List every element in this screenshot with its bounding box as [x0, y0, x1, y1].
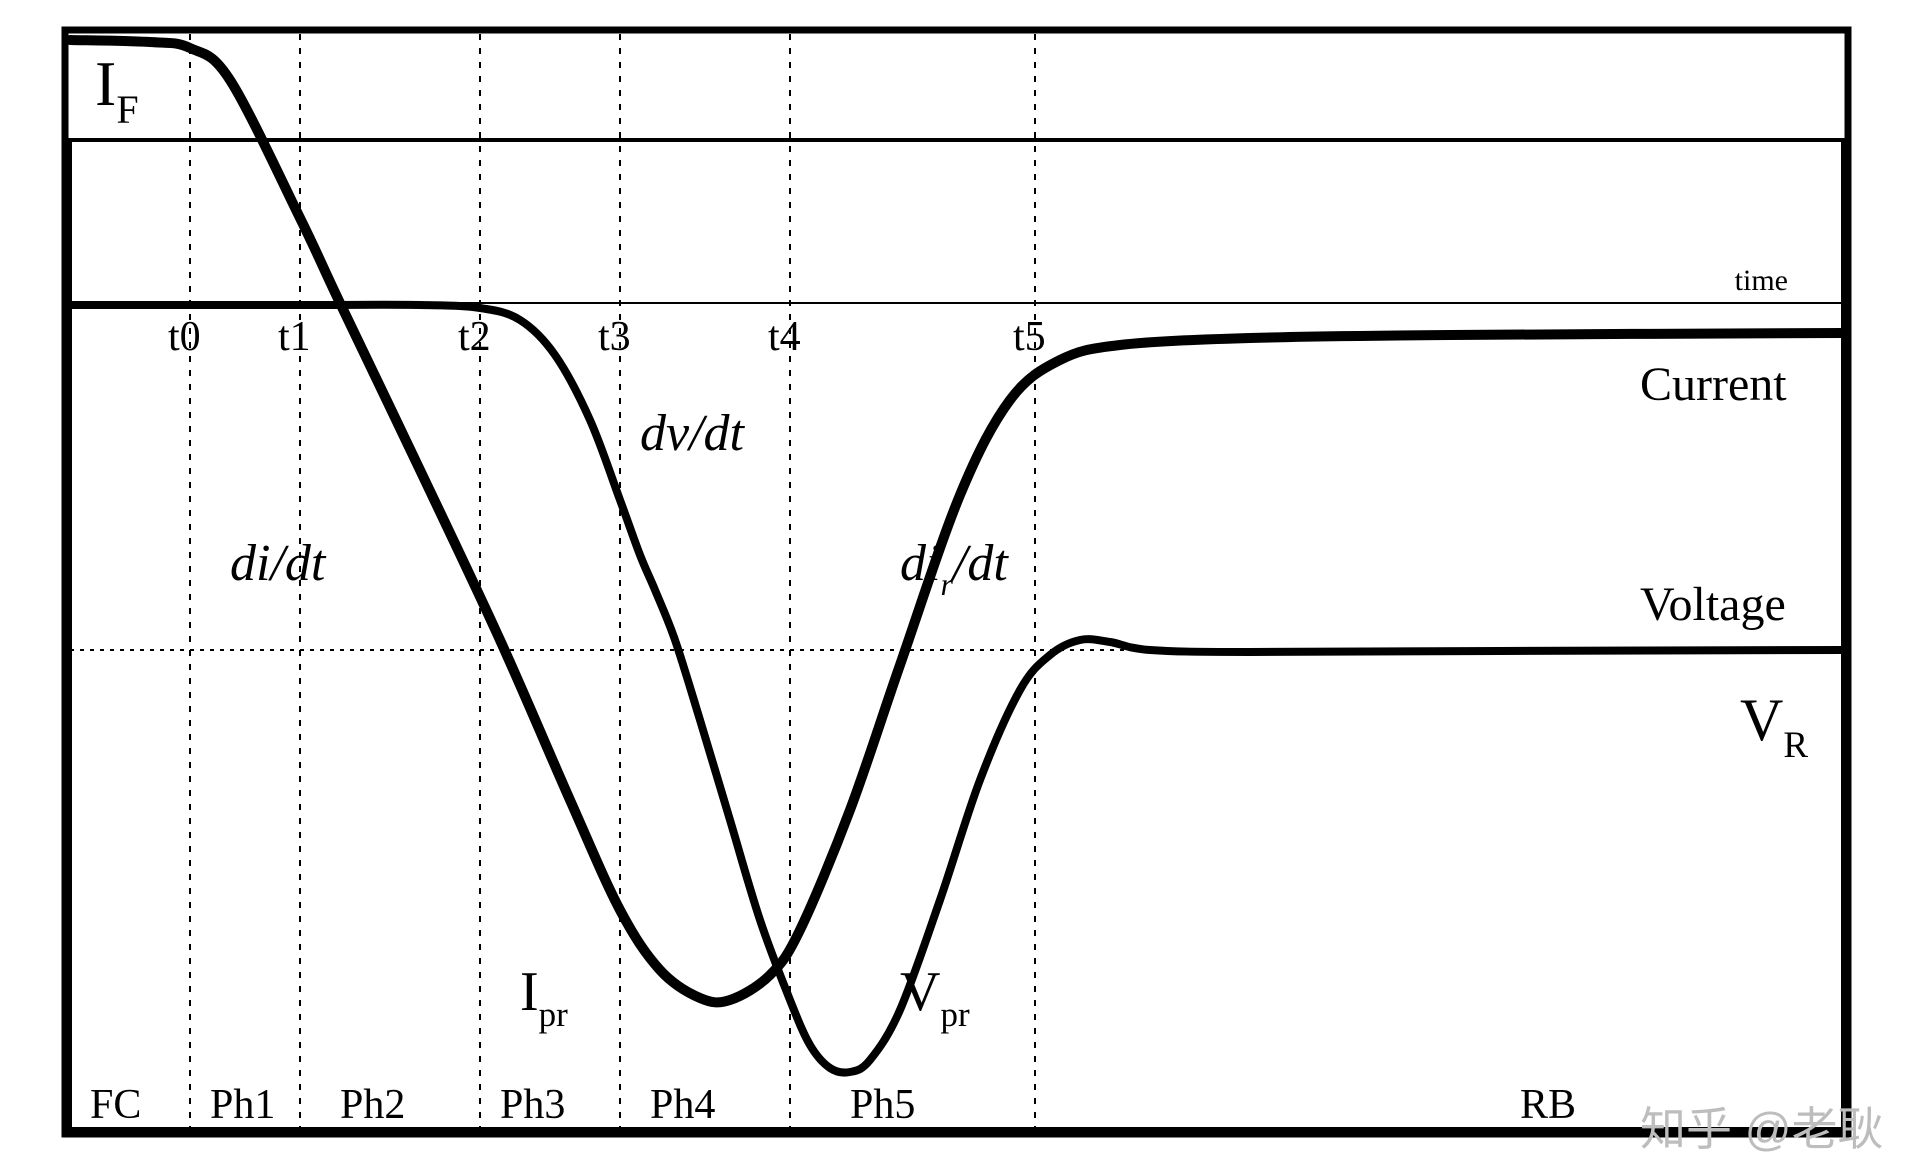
- time-tick-t4: t4: [768, 314, 801, 360]
- current-series-label: Current: [1640, 358, 1787, 411]
- phase-label-ph1: Ph1: [210, 1082, 275, 1128]
- time-tick-t0: t0: [168, 314, 201, 360]
- phase-label-ph3: Ph3: [500, 1082, 565, 1128]
- time-tick-labels: t0 t1 t2 t3 t4 t5: [168, 314, 1046, 360]
- phase-label-ph4: Ph4: [650, 1082, 715, 1128]
- time-tick-t2: t2: [458, 314, 491, 360]
- annotation-dvdt: dv/dt: [640, 405, 746, 462]
- voltage-series-label: Voltage: [1640, 578, 1786, 631]
- annotation-didt: di/dt: [230, 535, 327, 592]
- watermark-text: 知乎 @老耿: [1640, 1103, 1883, 1155]
- time-tick-t1: t1: [278, 314, 311, 360]
- phase-label-ph5: Ph5: [850, 1082, 915, 1128]
- phase-label-rb: RB: [1520, 1082, 1576, 1128]
- phase-region-labels: FC Ph1 Ph2 Ph3 Ph4 Ph5 RB: [90, 1082, 1576, 1128]
- annotation-Ipr: Ipr: [520, 961, 568, 1034]
- phase-label-ph2: Ph2: [340, 1082, 405, 1128]
- recovery-waveform-chart: t0 t1 t2 t3 t4 t5 FC Ph1 Ph2 Ph3 Ph4 Ph5 RB IF di/dt…: [0, 0, 1913, 1169]
- annotation-Vpr: Vpr: [900, 961, 970, 1034]
- time-tick-t3: t3: [598, 314, 631, 360]
- phase-label-fc: FC: [90, 1082, 141, 1128]
- annotation-IF: IF: [95, 48, 139, 132]
- annotation-VR: VR: [1740, 687, 1808, 766]
- time-tick-t5: t5: [1013, 314, 1046, 360]
- annotation-dirdt: dir/dt: [900, 535, 1009, 602]
- curve-annotations: IF di/dt dv/dt dir/dt Ipr Vpr VR: [95, 48, 1808, 1034]
- voltage-curve: [70, 305, 1843, 1073]
- time-axis-label: time: [1735, 264, 1788, 297]
